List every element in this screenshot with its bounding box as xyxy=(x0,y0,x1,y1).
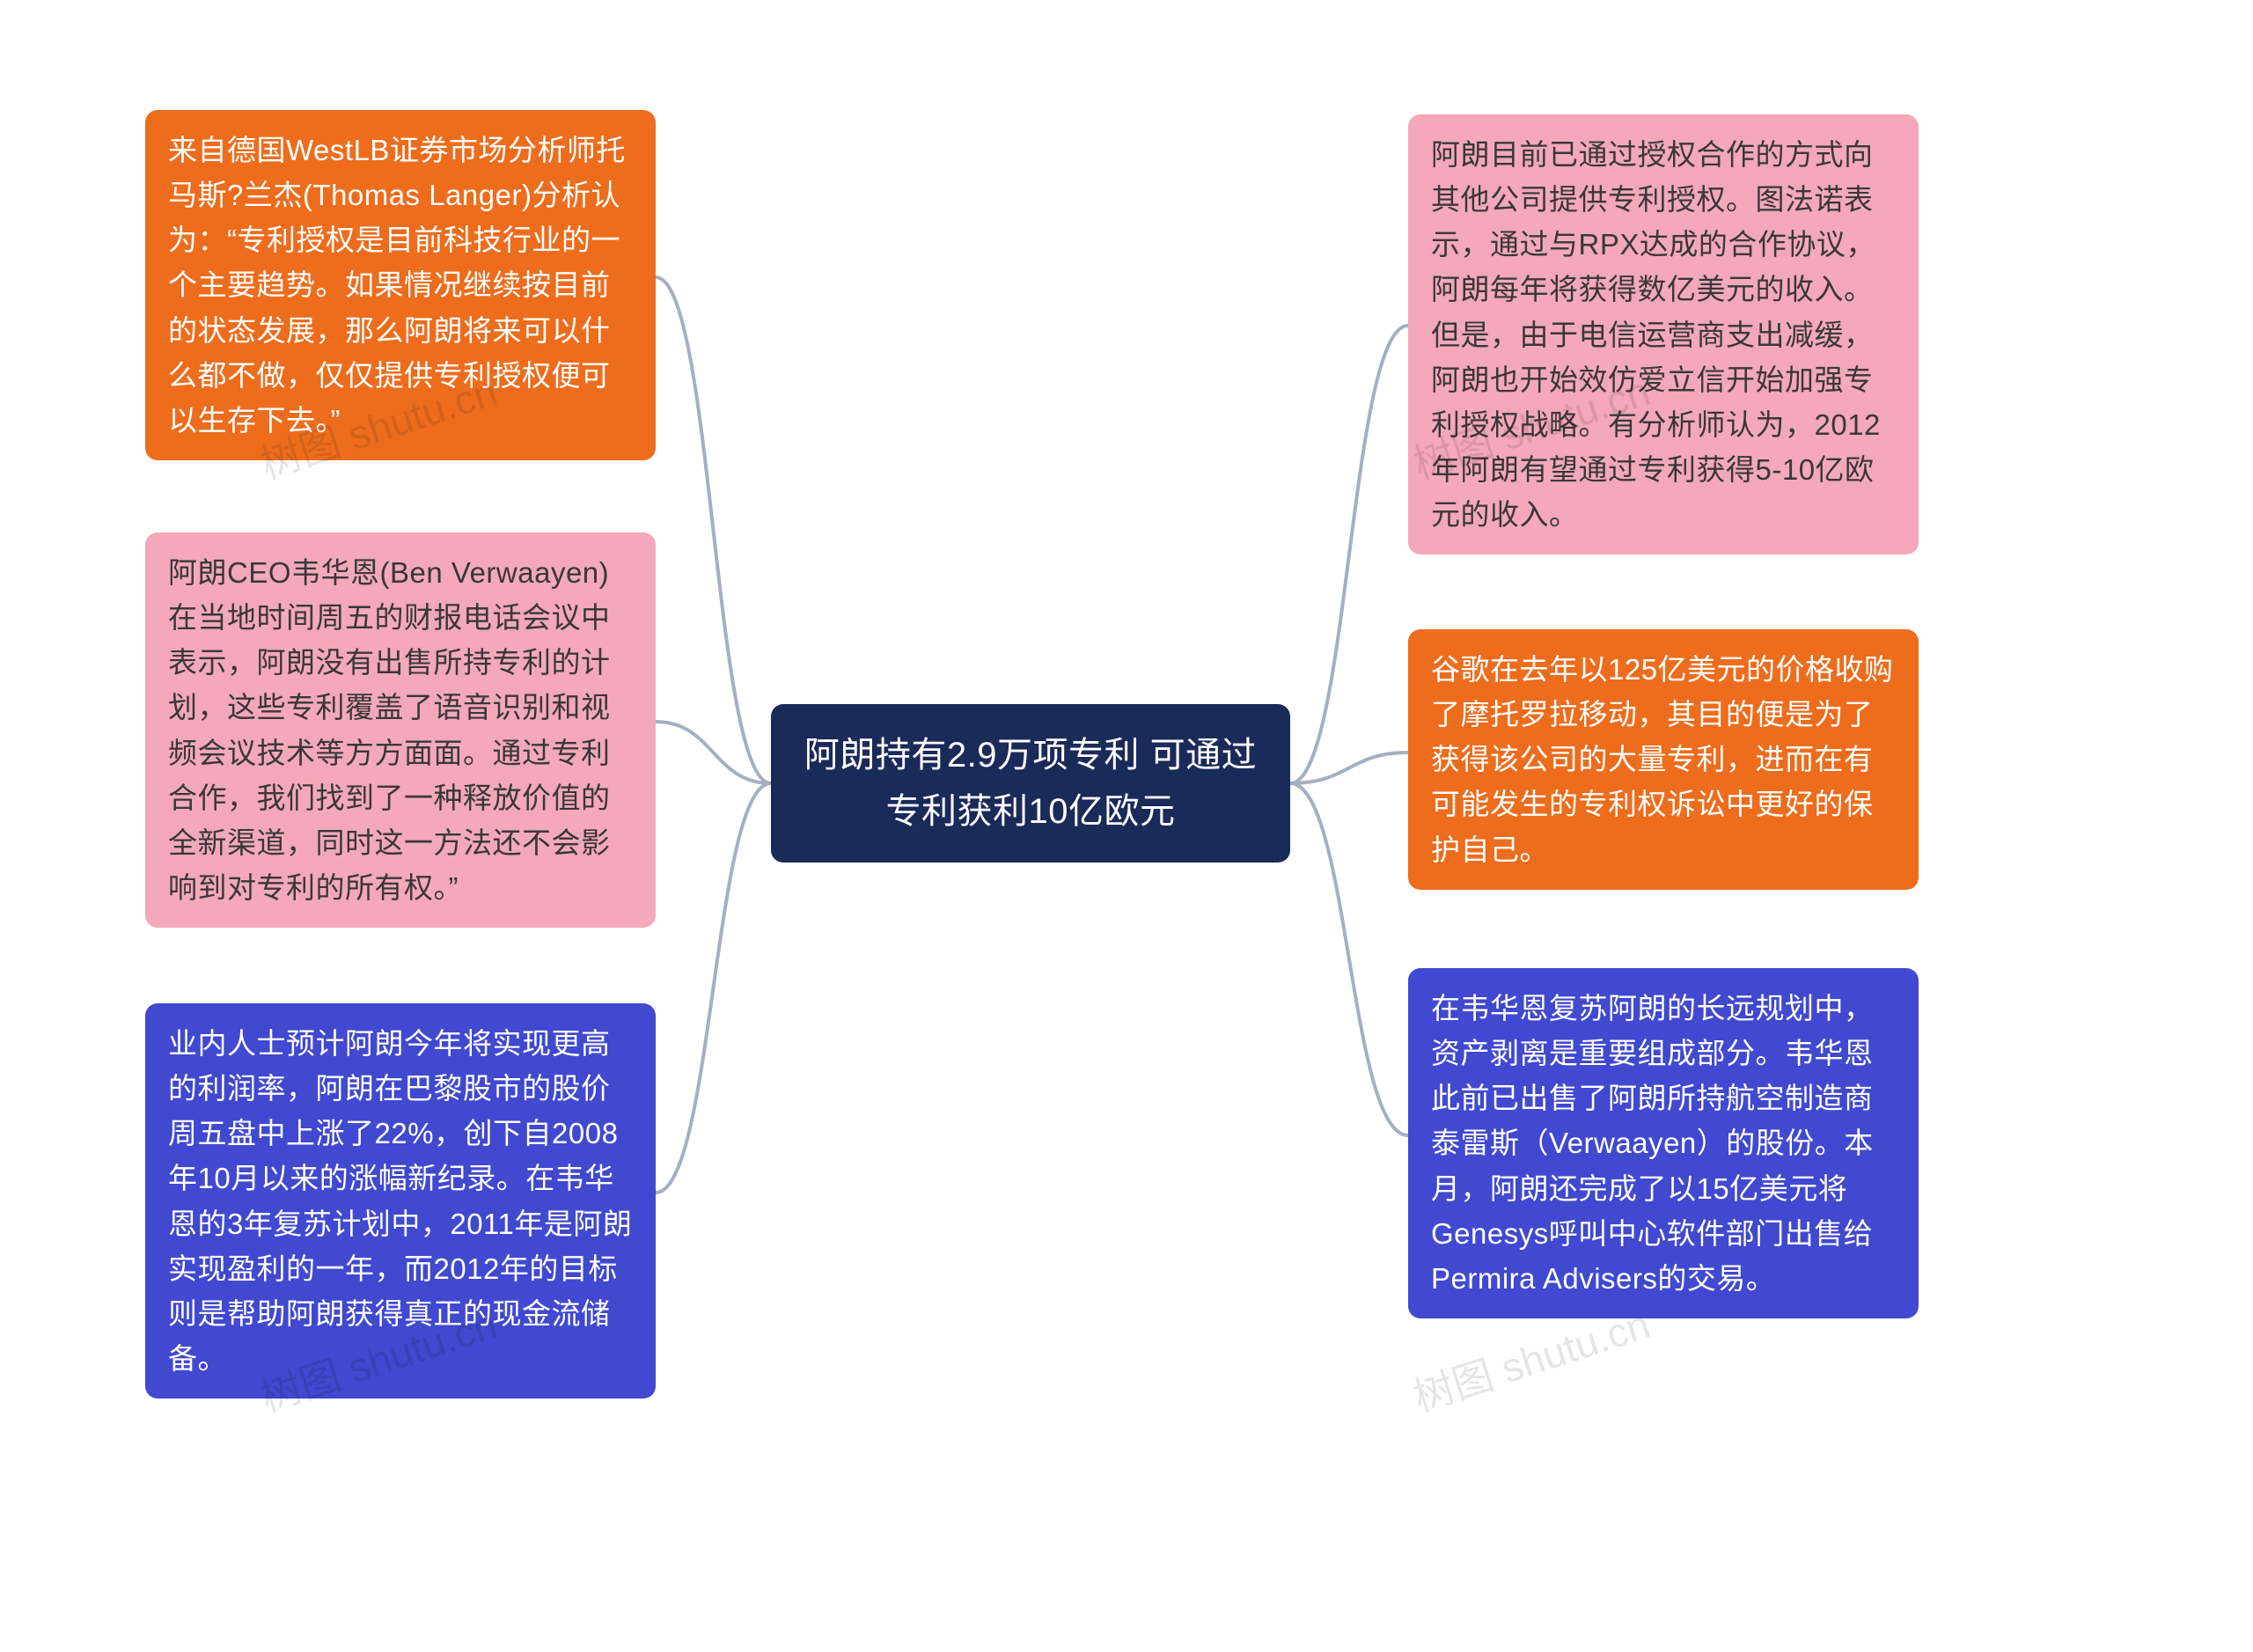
left-node-2: 阿朗CEO韦华恩(Ben Verwaayen)在当地时间周五的财报电话会议中表示… xyxy=(145,532,656,928)
left-node-1: 来自德国WestLB证券市场分析师托马斯?兰杰(Thomas Langer)分析… xyxy=(145,110,656,460)
mindmap-stage: 阿朗持有2.9万项专利 可通过专利获利10亿欧元 来自德国WestLB证券市场分… xyxy=(0,0,2253,1652)
right-node-2: 谷歌在去年以125亿美元的价格收购了摩托罗拉移动，其目的便是为了获得该公司的大量… xyxy=(1408,629,1919,890)
right-node-1: 阿朗目前已通过授权合作的方式向其他公司提供专利授权。图法诺表示，通过与RPX达成… xyxy=(1408,114,1919,554)
left-node-3: 业内人士预计阿朗今年将实现更高的利润率，阿朗在巴黎股市的股价周五盘中上涨了22%… xyxy=(145,1003,656,1399)
right-node-3: 在韦华恩复苏阿朗的长远规划中，资产剥离是重要组成部分。韦华恩此前已出售了阿朗所持… xyxy=(1408,968,1919,1318)
center-node: 阿朗持有2.9万项专利 可通过专利获利10亿欧元 xyxy=(771,704,1290,863)
